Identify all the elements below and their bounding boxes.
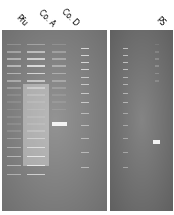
Text: Pfu: Pfu bbox=[14, 13, 29, 28]
FancyBboxPatch shape bbox=[7, 123, 21, 125]
FancyBboxPatch shape bbox=[81, 125, 89, 126]
FancyBboxPatch shape bbox=[155, 73, 159, 74]
FancyBboxPatch shape bbox=[27, 87, 45, 89]
FancyBboxPatch shape bbox=[52, 87, 66, 89]
FancyBboxPatch shape bbox=[81, 167, 89, 168]
FancyBboxPatch shape bbox=[27, 165, 45, 166]
FancyBboxPatch shape bbox=[81, 102, 89, 103]
FancyBboxPatch shape bbox=[27, 58, 45, 60]
FancyBboxPatch shape bbox=[7, 58, 21, 60]
FancyBboxPatch shape bbox=[155, 65, 159, 67]
FancyBboxPatch shape bbox=[27, 51, 45, 53]
FancyBboxPatch shape bbox=[7, 80, 21, 81]
FancyBboxPatch shape bbox=[7, 109, 21, 111]
FancyBboxPatch shape bbox=[27, 94, 45, 96]
FancyBboxPatch shape bbox=[123, 77, 128, 78]
FancyBboxPatch shape bbox=[123, 55, 128, 56]
FancyBboxPatch shape bbox=[123, 167, 128, 168]
FancyBboxPatch shape bbox=[52, 51, 66, 53]
FancyBboxPatch shape bbox=[27, 138, 45, 139]
FancyBboxPatch shape bbox=[155, 44, 159, 45]
FancyBboxPatch shape bbox=[155, 51, 159, 53]
FancyBboxPatch shape bbox=[7, 156, 21, 157]
FancyBboxPatch shape bbox=[81, 77, 89, 78]
FancyBboxPatch shape bbox=[27, 109, 45, 111]
FancyBboxPatch shape bbox=[155, 80, 159, 81]
FancyBboxPatch shape bbox=[7, 51, 21, 53]
FancyBboxPatch shape bbox=[123, 102, 128, 103]
FancyBboxPatch shape bbox=[81, 152, 89, 153]
FancyBboxPatch shape bbox=[27, 123, 45, 125]
FancyBboxPatch shape bbox=[81, 48, 89, 49]
FancyBboxPatch shape bbox=[7, 44, 21, 45]
FancyBboxPatch shape bbox=[27, 147, 45, 148]
FancyBboxPatch shape bbox=[81, 93, 89, 94]
FancyBboxPatch shape bbox=[123, 138, 128, 139]
Text: Co. D: Co. D bbox=[59, 7, 80, 28]
FancyBboxPatch shape bbox=[7, 101, 21, 103]
FancyBboxPatch shape bbox=[153, 140, 160, 144]
FancyBboxPatch shape bbox=[7, 174, 21, 175]
FancyBboxPatch shape bbox=[7, 147, 21, 148]
FancyBboxPatch shape bbox=[27, 44, 45, 45]
FancyBboxPatch shape bbox=[81, 62, 89, 63]
FancyBboxPatch shape bbox=[7, 94, 21, 96]
FancyBboxPatch shape bbox=[7, 116, 21, 118]
FancyBboxPatch shape bbox=[81, 113, 89, 114]
FancyBboxPatch shape bbox=[27, 174, 45, 175]
FancyBboxPatch shape bbox=[7, 65, 21, 67]
FancyBboxPatch shape bbox=[7, 138, 21, 139]
FancyBboxPatch shape bbox=[27, 73, 45, 74]
FancyBboxPatch shape bbox=[123, 69, 128, 71]
FancyBboxPatch shape bbox=[123, 62, 128, 63]
FancyBboxPatch shape bbox=[52, 73, 66, 74]
FancyBboxPatch shape bbox=[123, 48, 128, 49]
FancyBboxPatch shape bbox=[81, 84, 89, 85]
FancyBboxPatch shape bbox=[27, 116, 45, 118]
Text: Co. A: Co. A bbox=[36, 8, 57, 28]
FancyBboxPatch shape bbox=[7, 73, 21, 74]
FancyBboxPatch shape bbox=[123, 93, 128, 94]
FancyBboxPatch shape bbox=[27, 65, 45, 67]
FancyBboxPatch shape bbox=[81, 55, 89, 56]
FancyBboxPatch shape bbox=[123, 125, 128, 126]
FancyBboxPatch shape bbox=[52, 65, 66, 67]
FancyBboxPatch shape bbox=[81, 138, 89, 139]
FancyBboxPatch shape bbox=[52, 109, 66, 111]
FancyBboxPatch shape bbox=[123, 84, 128, 85]
FancyBboxPatch shape bbox=[123, 152, 128, 153]
FancyBboxPatch shape bbox=[27, 101, 45, 103]
Text: PS: PS bbox=[153, 15, 167, 28]
FancyBboxPatch shape bbox=[52, 101, 66, 103]
FancyBboxPatch shape bbox=[23, 84, 49, 166]
FancyBboxPatch shape bbox=[81, 69, 89, 71]
FancyBboxPatch shape bbox=[7, 130, 21, 132]
FancyBboxPatch shape bbox=[52, 80, 66, 81]
FancyBboxPatch shape bbox=[27, 156, 45, 157]
FancyBboxPatch shape bbox=[27, 130, 45, 132]
FancyBboxPatch shape bbox=[155, 58, 159, 60]
FancyBboxPatch shape bbox=[52, 94, 66, 96]
FancyBboxPatch shape bbox=[52, 122, 67, 126]
FancyBboxPatch shape bbox=[7, 165, 21, 166]
FancyBboxPatch shape bbox=[27, 80, 45, 81]
FancyBboxPatch shape bbox=[7, 87, 21, 89]
FancyBboxPatch shape bbox=[52, 44, 66, 45]
FancyBboxPatch shape bbox=[123, 113, 128, 114]
FancyBboxPatch shape bbox=[52, 58, 66, 60]
